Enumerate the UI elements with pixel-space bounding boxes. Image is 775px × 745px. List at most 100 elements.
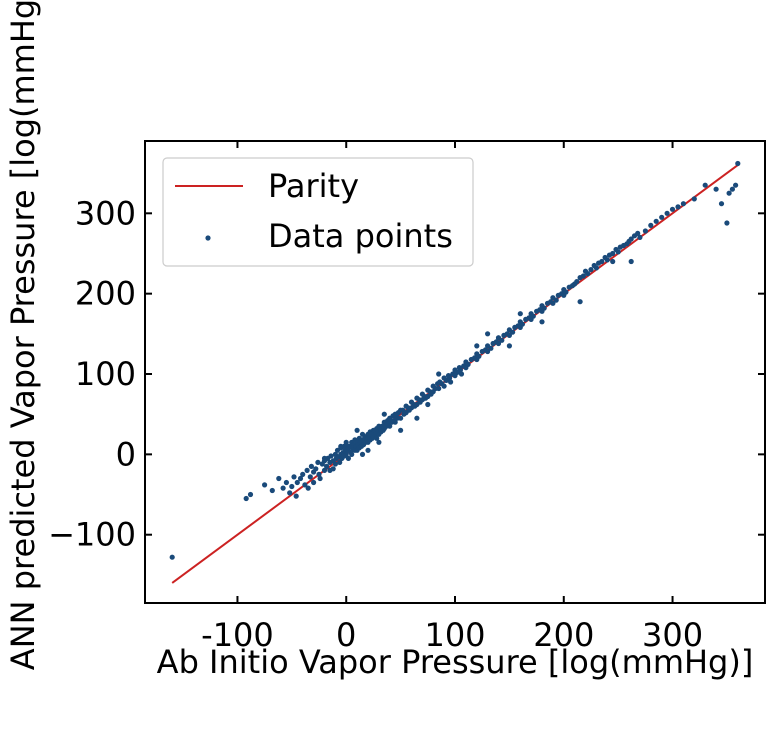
data-point	[729, 186, 736, 192]
data-point	[243, 495, 249, 502]
data-point	[294, 479, 300, 486]
data-point	[315, 459, 321, 465]
data-point	[262, 482, 268, 488]
data-point	[398, 415, 404, 421]
data-point	[337, 459, 343, 465]
data-point	[574, 279, 580, 285]
data-point	[637, 234, 643, 240]
data-point	[276, 475, 282, 482]
data-point	[330, 466, 336, 472]
y-tick-label: 200	[75, 275, 136, 313]
x-axis-label: Ab Initio Vapor Pressure [log(mmHg)]	[157, 643, 754, 681]
data-point	[436, 371, 442, 377]
data-point	[436, 385, 442, 392]
data-point	[457, 367, 463, 373]
data-point	[726, 190, 732, 196]
data-point	[474, 343, 480, 349]
data-point	[580, 273, 587, 279]
data-point	[691, 196, 697, 202]
x-tick-label: 0	[336, 616, 356, 654]
data-point	[495, 335, 502, 341]
data-point	[550, 300, 556, 306]
data-point	[321, 467, 328, 473]
data-point	[345, 455, 351, 461]
series-layer	[169, 160, 741, 584]
data-point	[588, 267, 594, 273]
data-point	[332, 461, 338, 467]
ticks-layer: -100 0 100 200 300 −100 0 100 200 300	[48, 141, 765, 654]
data-point	[414, 415, 420, 421]
data-point	[338, 443, 344, 449]
data-point	[247, 491, 254, 498]
data-point	[280, 485, 286, 491]
data-point	[485, 331, 491, 337]
data-point	[610, 258, 616, 265]
data-point	[283, 479, 289, 486]
data-point	[317, 475, 323, 482]
data-point	[593, 265, 600, 271]
y-tick-label: 0	[116, 435, 136, 473]
data-point	[539, 319, 545, 325]
data-point	[517, 311, 523, 317]
data-point	[495, 340, 502, 347]
data-point	[359, 451, 366, 457]
legend-parity-label: Parity	[268, 167, 359, 205]
data-point	[448, 379, 454, 385]
data-point	[615, 249, 621, 255]
data-point	[702, 182, 708, 188]
data-point	[291, 474, 297, 480]
data-point	[599, 258, 605, 265]
y-axis-label: ANN predicted Vapor Pressure [log(mmHg)]	[4, 0, 42, 670]
data-point	[447, 375, 453, 381]
data-point	[488, 345, 494, 351]
data-point	[458, 371, 465, 377]
data-point	[735, 160, 741, 167]
data-point	[465, 361, 471, 367]
data-point	[365, 447, 371, 453]
data-point	[585, 271, 591, 277]
data-point	[669, 206, 676, 212]
x-tick-label: 100	[424, 616, 485, 654]
data-point	[506, 332, 512, 338]
data-point	[349, 451, 355, 457]
data-point	[476, 353, 482, 359]
data-point	[604, 257, 610, 263]
data-point	[169, 554, 175, 560]
data-point	[392, 419, 398, 425]
x-tick-label: -100	[201, 616, 274, 654]
data-point	[659, 214, 665, 220]
data-point	[297, 475, 304, 482]
data-point	[610, 250, 616, 257]
x-tick-label: 300	[642, 616, 703, 654]
data-point	[304, 467, 310, 473]
y-tick-label: 100	[75, 355, 136, 393]
data-point	[648, 222, 654, 228]
data-point	[293, 493, 299, 499]
data-point	[313, 466, 319, 472]
data-point	[724, 220, 730, 226]
data-point	[343, 439, 349, 445]
data-point	[713, 186, 719, 192]
data-point	[577, 299, 583, 305]
data-point	[441, 383, 447, 389]
y-tick-label: 300	[75, 194, 136, 232]
data-point	[519, 321, 526, 327]
data-point	[680, 201, 687, 207]
data-point	[308, 463, 314, 469]
y-tick-label: −100	[48, 516, 136, 554]
data-point	[316, 471, 322, 477]
data-point	[628, 258, 634, 265]
data-point	[628, 236, 634, 242]
data-point	[733, 182, 739, 188]
data-point	[307, 474, 313, 480]
data-point	[287, 490, 293, 496]
legend-data-points-swatch	[205, 235, 211, 241]
data-point	[381, 411, 387, 417]
data-point	[354, 427, 360, 433]
data-point	[635, 230, 641, 236]
data-point	[541, 305, 547, 311]
data-point	[675, 204, 681, 210]
data-point	[387, 423, 393, 429]
data-point	[530, 313, 536, 319]
